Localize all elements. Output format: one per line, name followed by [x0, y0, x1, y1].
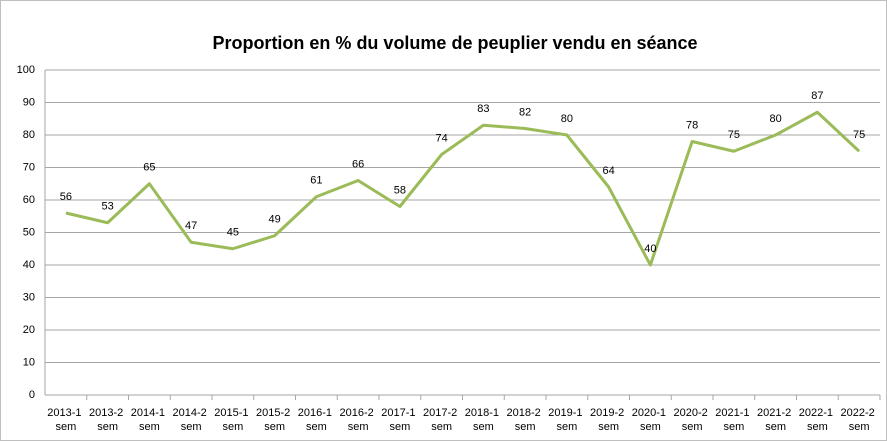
- y-tick-label: 40: [23, 259, 35, 271]
- data-label: 80: [561, 113, 573, 125]
- x-tick-label: 2013-2 sem: [89, 407, 126, 433]
- data-label: 74: [436, 132, 448, 144]
- y-tick-label: 30: [23, 291, 35, 303]
- x-tick-label: 2021-2 sem: [757, 407, 794, 433]
- x-tick-label: 2017-1 sem: [381, 407, 418, 433]
- x-tick-label: 2019-1 sem: [548, 407, 585, 433]
- y-tick-label: 100: [17, 64, 35, 76]
- data-label: 82: [519, 106, 531, 118]
- x-tick-label: 2015-1 sem: [214, 407, 251, 433]
- y-tick-label: 80: [23, 129, 35, 141]
- x-tick-label: 2019-2 sem: [590, 407, 627, 433]
- data-label: 75: [728, 129, 740, 141]
- data-label: 80: [770, 113, 782, 125]
- x-tick-label: 2022-1 sem: [799, 407, 836, 433]
- data-label: 87: [811, 90, 823, 102]
- y-tick-label: 60: [23, 194, 35, 206]
- data-label: 53: [102, 201, 114, 213]
- data-label: 83: [477, 103, 489, 115]
- data-label: 58: [394, 184, 406, 196]
- data-label: 64: [603, 165, 615, 177]
- x-tick-label: 2022-2 sem: [840, 407, 877, 433]
- data-label: 75: [853, 129, 865, 141]
- data-label: 47: [185, 220, 197, 232]
- data-label: 61: [310, 175, 322, 187]
- x-tick-label: 2014-1 sem: [131, 407, 168, 433]
- y-tick-label: 70: [23, 161, 35, 173]
- y-tick-label: 0: [29, 389, 35, 401]
- data-label: 65: [143, 162, 155, 174]
- x-tick-label: 2017-2 sem: [423, 407, 460, 433]
- data-label: 45: [227, 227, 239, 239]
- x-tick-label: 2016-2 sem: [339, 407, 376, 433]
- x-tick-label: 2014-2 sem: [172, 407, 209, 433]
- data-label: 78: [686, 119, 698, 131]
- data-label: 49: [269, 214, 281, 226]
- line: [65, 110, 861, 267]
- y-tick-label: 50: [23, 226, 35, 238]
- data-label: 56: [60, 191, 72, 203]
- x-tick-label: 2018-2 sem: [506, 407, 543, 433]
- chart-title: Proportion en % du volume de peuplier ve…: [212, 33, 697, 53]
- x-tick-label: 2015-2 sem: [256, 407, 293, 433]
- data-label: 66: [352, 158, 364, 170]
- x-tick-label: 2020-1 sem: [632, 407, 669, 433]
- y-tick-label: 10: [23, 356, 35, 368]
- x-tick-label: 2020-2 sem: [673, 407, 710, 433]
- y-tick-label: 20: [23, 324, 35, 336]
- x-tick-label: 2013-1 sem: [47, 407, 84, 433]
- y-tick-label: 90: [23, 96, 35, 108]
- x-tick-label: 2016-1 sem: [298, 407, 335, 433]
- x-tick-label: 2018-1 sem: [465, 407, 502, 433]
- data-label: 40: [644, 243, 656, 255]
- x-tick-label: 2021-1 sem: [715, 407, 752, 433]
